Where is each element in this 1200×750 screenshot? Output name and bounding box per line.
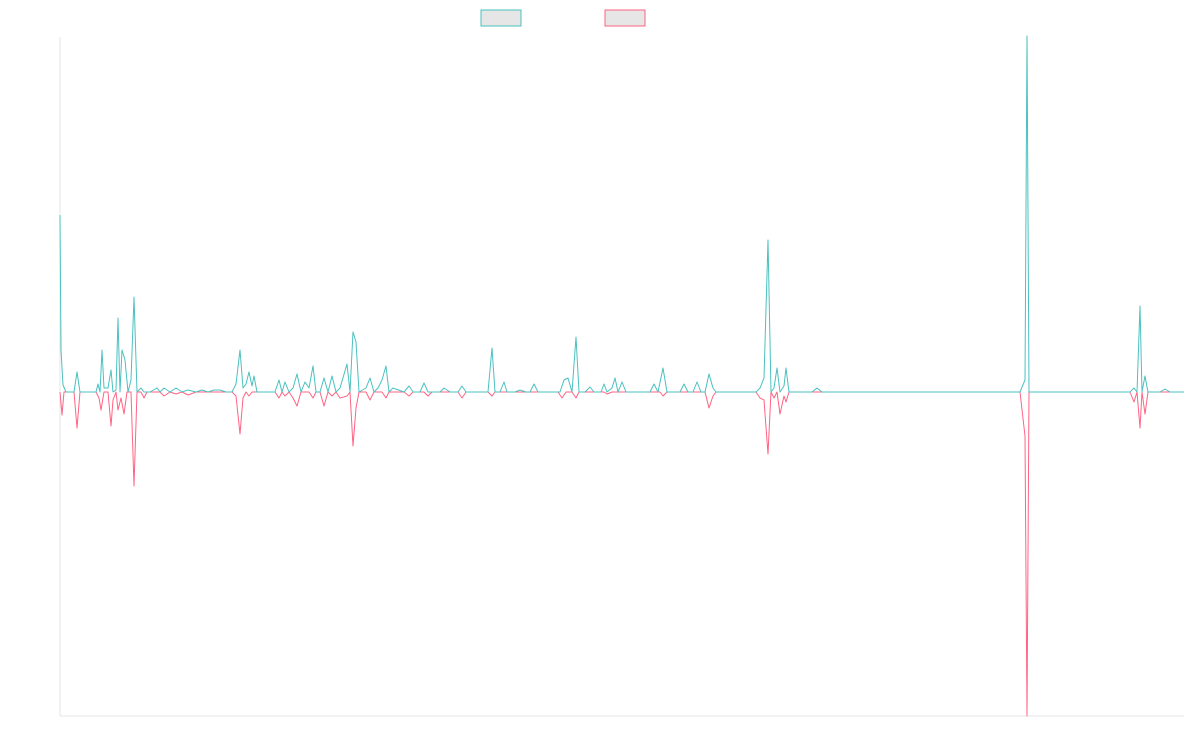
plot-area: [59, 35, 1184, 717]
legend-swatch-series-b[interactable]: [604, 9, 646, 27]
series-layer: [59, 35, 1184, 717]
legend-swatch-series-a[interactable]: [480, 9, 522, 27]
series-a-line: [59, 35, 1184, 393]
legend: [480, 9, 646, 27]
series-b-line: [59, 391, 1184, 717]
